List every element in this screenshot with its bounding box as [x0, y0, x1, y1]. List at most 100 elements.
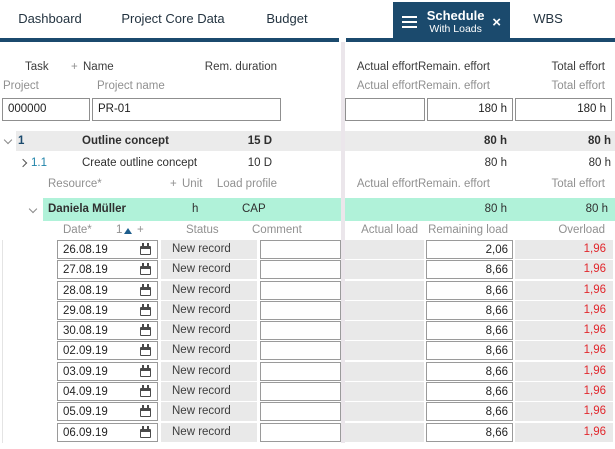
menu-icon[interactable] — [402, 16, 417, 28]
calendar-icon[interactable] — [140, 385, 151, 398]
col-header-status: Status — [186, 224, 219, 236]
task-row-band[interactable] — [16, 131, 341, 151]
project-name-field[interactable]: PR-01 — [92, 98, 281, 121]
resource-row-band[interactable] — [43, 198, 341, 221]
status-field[interactable]: New record — [161, 402, 257, 422]
col-header-project: Project — [3, 80, 39, 92]
overload-field: 1,96 — [515, 321, 613, 341]
status-field[interactable]: New record — [161, 260, 257, 280]
col-header-date: Date* — [63, 224, 92, 236]
status-field[interactable]: New record — [161, 280, 257, 300]
project-actual-effort-field[interactable] — [345, 98, 425, 121]
resource-row[interactable]: Daniela Müller h CAP 80 h 80 h — [0, 196, 615, 222]
sort-order-number[interactable]: 1 — [116, 224, 123, 236]
effort-header-row: Task + Name Rem. duration Actual effort … — [0, 58, 615, 77]
project-header-row: Project Project name Actual effort Remai… — [0, 77, 615, 96]
calendar-icon[interactable] — [140, 364, 151, 377]
close-icon[interactable]: × — [492, 13, 501, 31]
remaining-load-field[interactable]: 8,66 — [426, 300, 513, 320]
add-load-column-button[interactable]: + — [137, 224, 144, 236]
col-header-actual-effort: Actual effort — [356, 61, 418, 73]
calendar-icon[interactable] — [140, 425, 151, 438]
expand-task-icon[interactable] — [18, 158, 28, 168]
status-field[interactable]: New record — [161, 341, 257, 361]
sort-ascending-icon[interactable] — [124, 228, 132, 234]
calendar-icon[interactable] — [140, 324, 151, 337]
remaining-load-field[interactable]: 8,66 — [426, 422, 513, 442]
remaining-load-field[interactable]: 8,66 — [426, 341, 513, 361]
date-field[interactable]: 27.08.19 — [57, 260, 158, 280]
status-field[interactable]: New record — [161, 422, 257, 442]
status-field[interactable]: New record — [161, 361, 257, 381]
calendar-icon[interactable] — [140, 405, 151, 418]
date-field[interactable]: 26.08.19 — [57, 240, 158, 259]
calendar-icon[interactable] — [140, 283, 151, 296]
task-row-1-1[interactable]: 1.1 Create outline concept 10 D 80 h 80 … — [0, 152, 615, 174]
date-field[interactable]: 06.09.19 — [57, 422, 158, 442]
remaining-load-field[interactable]: 8,66 — [426, 321, 513, 341]
load-row: 27.08.19 New record 8,66 1,96 — [0, 260, 615, 280]
comment-field[interactable] — [260, 280, 341, 300]
collapse-resource-icon[interactable] — [28, 204, 38, 214]
comment-field[interactable] — [260, 240, 341, 259]
tab-budget[interactable]: Budget — [266, 11, 308, 26]
status-field[interactable]: New record — [161, 321, 257, 341]
date-value: 28.08.19 — [63, 284, 108, 297]
date-field[interactable]: 30.08.19 — [57, 321, 158, 341]
date-field[interactable]: 29.08.19 — [57, 300, 158, 320]
task-number: 1 — [18, 135, 25, 147]
section-divider — [341, 42, 345, 443]
comment-field[interactable] — [260, 361, 341, 381]
project-total-effort-field[interactable]: 180 h — [515, 98, 612, 121]
tab-schedule[interactable]: Schedule With Loads × — [393, 2, 510, 42]
grid-left-border — [2, 240, 3, 443]
calendar-icon[interactable] — [140, 303, 151, 316]
comment-field[interactable] — [260, 402, 341, 422]
remaining-load-field[interactable]: 8,66 — [426, 280, 513, 300]
status-field[interactable]: New record — [161, 240, 257, 259]
calendar-icon[interactable] — [140, 263, 151, 276]
load-row: 05.09.19 New record 8,66 1,96 — [0, 402, 615, 422]
remaining-load-field[interactable]: 8,66 — [426, 382, 513, 402]
comment-field[interactable] — [260, 260, 341, 280]
collapse-task-icon[interactable] — [3, 135, 13, 145]
task-name: Outline concept — [82, 135, 169, 147]
resource-row-band[interactable] — [345, 198, 615, 221]
add-column-button[interactable]: + — [71, 61, 78, 73]
comment-field[interactable] — [260, 382, 341, 402]
resource-total-effort: 80 h — [585, 203, 608, 215]
calendar-icon[interactable] — [140, 243, 151, 255]
remaining-load-field[interactable]: 2,06 — [426, 240, 513, 259]
comment-field[interactable] — [260, 300, 341, 320]
status-field[interactable]: New record — [161, 300, 257, 320]
status-field[interactable]: New record — [161, 382, 257, 402]
col-header-resource-total: Total effort — [551, 178, 606, 190]
comment-field[interactable] — [260, 422, 341, 442]
remaining-load-field[interactable]: 8,66 — [426, 260, 513, 280]
date-field[interactable]: 05.09.19 — [57, 402, 158, 422]
project-remain-effort-field[interactable]: 180 h — [427, 98, 513, 121]
task-row-1[interactable]: 1 Outline concept 15 D 80 h 80 h — [0, 130, 615, 152]
col-header-project-name: Project name — [97, 80, 165, 92]
date-field[interactable]: 04.09.19 — [57, 382, 158, 402]
overload-field: 1,96 — [515, 240, 613, 259]
add-resource-column-button[interactable]: + — [170, 178, 177, 190]
col-header-load-profile: Load profile — [216, 178, 277, 190]
tab-wbs[interactable]: WBS — [533, 11, 563, 26]
date-field[interactable]: 03.09.19 — [57, 361, 158, 381]
calendar-icon[interactable] — [140, 344, 151, 357]
date-field[interactable]: 02.09.19 — [57, 341, 158, 361]
tab-schedule-labels: Schedule With Loads — [423, 8, 488, 36]
task-total-effort: 80 h — [587, 135, 611, 147]
remaining-load-field[interactable]: 8,66 — [426, 361, 513, 381]
project-id-field[interactable]: 000000 — [2, 98, 90, 121]
col-header-comment: Comment — [252, 224, 302, 236]
date-field[interactable]: 28.08.19 — [57, 280, 158, 300]
tab-dashboard[interactable]: Dashboard — [18, 11, 82, 26]
comment-field[interactable] — [260, 321, 341, 341]
date-value: 06.09.19 — [63, 426, 108, 439]
tab-project-core-data[interactable]: Project Core Data — [121, 11, 225, 26]
remaining-load-field[interactable]: 8,66 — [426, 402, 513, 422]
comment-field[interactable] — [260, 341, 341, 361]
task-row-band[interactable] — [345, 131, 615, 151]
